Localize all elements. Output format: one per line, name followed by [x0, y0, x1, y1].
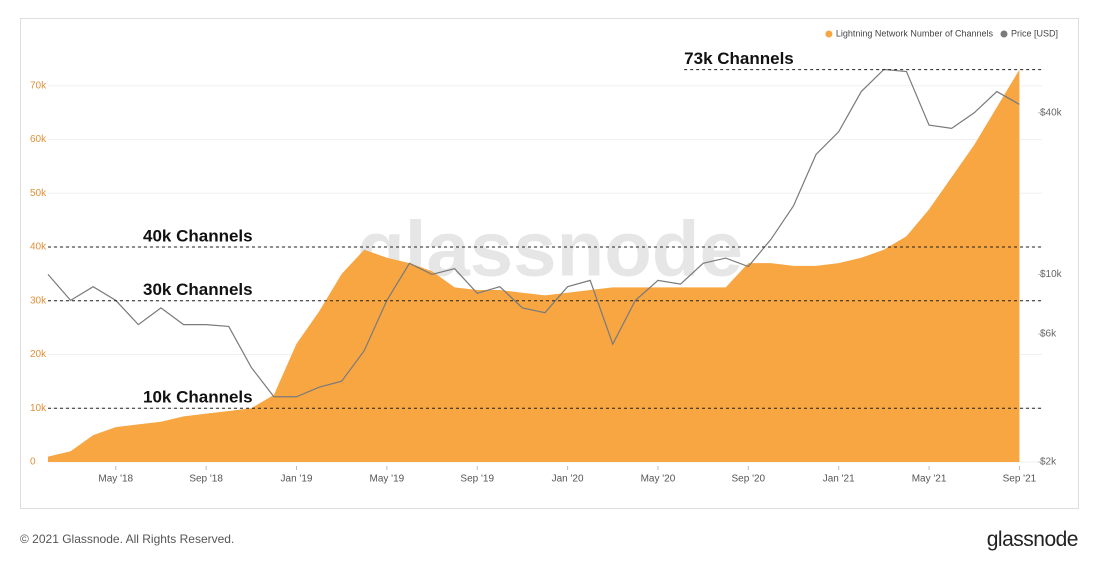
y2-tick-label: $10k	[1040, 269, 1063, 280]
y-tick-label: 10k	[30, 403, 47, 414]
y-tick-label: 60k	[30, 134, 47, 145]
y-tick-label: 50k	[30, 188, 47, 199]
annotation: 10k Channels	[143, 388, 253, 407]
logo: glassnode	[986, 528, 1079, 551]
y-tick-label: 0	[30, 457, 36, 468]
x-tick-label: May '18	[98, 474, 133, 485]
y2-tick-label: $2k	[1040, 457, 1057, 468]
annotation: 73k Channels	[684, 49, 794, 68]
x-tick-label: Sep '21	[1003, 474, 1037, 485]
x-tick-label: Jan '21	[823, 474, 855, 485]
legend-label: Price [USD]	[1011, 28, 1058, 38]
x-tick-label: May '20	[641, 474, 676, 485]
chart: glassnode 010k20k30k40k50k60k70k$2k$6k$1…	[20, 18, 1079, 509]
x-tick-label: May '19	[370, 474, 405, 485]
y-tick-label: 70k	[30, 80, 47, 91]
annotation: 30k Channels	[143, 280, 253, 299]
price-line	[47, 68, 1020, 398]
annotation: 40k Channels	[143, 226, 253, 245]
channels-area	[48, 69, 1020, 462]
x-tick-label: Jan '19	[281, 474, 313, 485]
x-tick-label: May '21	[912, 474, 947, 485]
x-tick-label: Sep '19	[460, 474, 494, 485]
legend-swatch	[825, 30, 833, 38]
y-tick-label: 20k	[30, 349, 47, 360]
x-tick-label: Jan '20	[552, 474, 584, 485]
x-tick-label: Sep '20	[732, 474, 766, 485]
copyright: © 2021 Glassnode. All Rights Reserved.	[20, 532, 235, 546]
y-tick-label: 40k	[30, 242, 47, 253]
y2-tick-label: $6k	[1040, 329, 1057, 340]
y2-tick-label: $40k	[1040, 107, 1063, 118]
legend-label: Lightning Network Number of Channels	[836, 28, 994, 38]
y-tick-label: 30k	[30, 295, 47, 306]
x-tick-label: Sep '18	[189, 474, 223, 485]
legend-swatch	[1000, 30, 1008, 38]
